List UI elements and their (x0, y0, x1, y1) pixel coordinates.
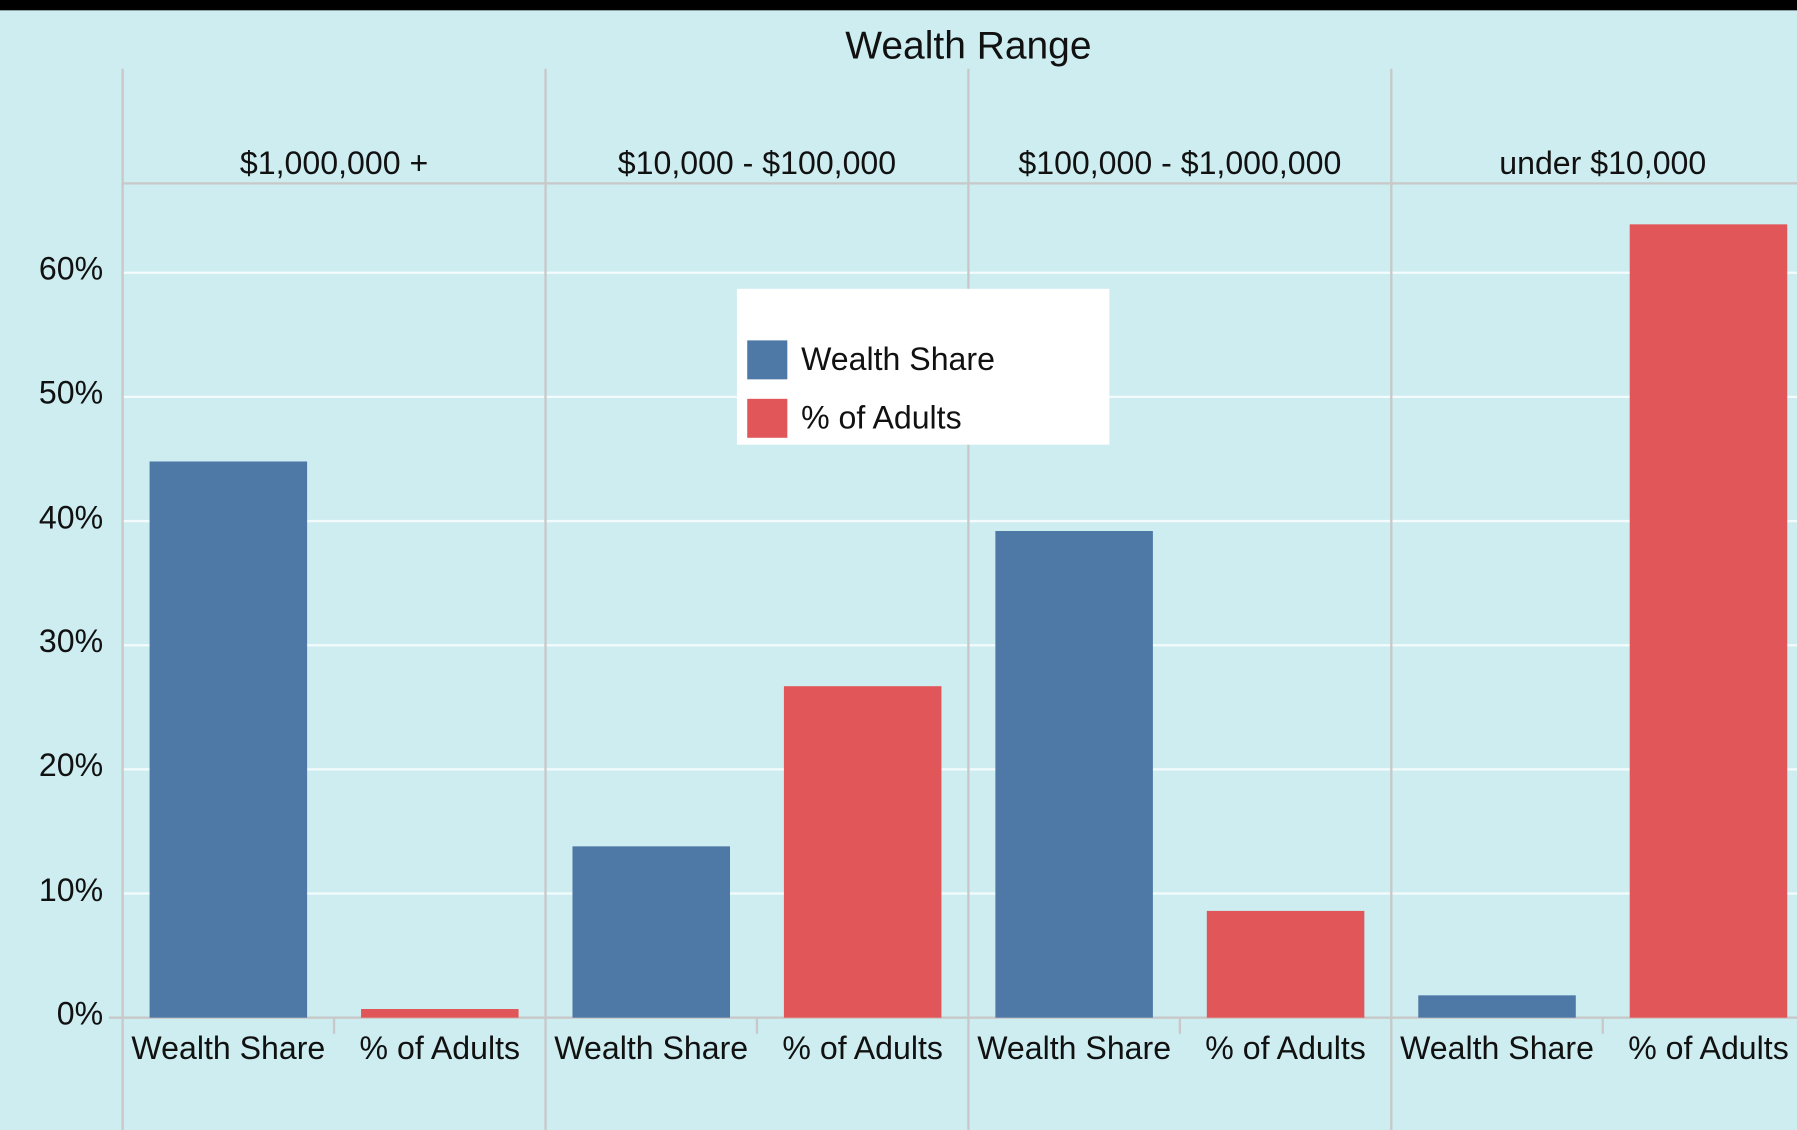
x-tick-label: Wealth Share (131, 1030, 326, 1066)
legend-label: Wealth Share (801, 341, 995, 378)
y-tick-label: 10% (38, 871, 104, 908)
y-tick-label: 60% (38, 250, 104, 287)
legend-box (736, 288, 1110, 445)
x-tick-label: % of Adults (359, 1030, 521, 1066)
bar (1206, 910, 1365, 1018)
legend-label: % of Adults (801, 399, 962, 436)
x-tick-label: % of Adults (1205, 1030, 1366, 1066)
top-bar (0, 0, 1797, 11)
y-tick-label: 30% (38, 623, 104, 659)
x-tick-label: Wealth Share (1400, 1030, 1594, 1066)
bar (572, 846, 731, 1018)
x-tick-label: % of Adults (782, 1030, 943, 1066)
x-tick-label: Wealth Share (554, 1030, 749, 1066)
x-tick-label: % of Adults (1628, 1030, 1789, 1066)
legend-swatch (747, 340, 788, 380)
facet-label: under $10,000 (1499, 145, 1707, 182)
facet-label: $100,000 - $1,000,000 (1018, 145, 1342, 182)
bar (995, 531, 1153, 1018)
bar (1629, 224, 1788, 1018)
chart-title: Wealth Range (845, 24, 1092, 68)
y-tick-label: 40% (38, 499, 104, 535)
y-tick-label: 0% (56, 995, 104, 1032)
bar (149, 461, 308, 1018)
facet-label: $1,000,000 + (239, 145, 429, 182)
x-tick-label: Wealth Share (977, 1030, 1172, 1066)
bar (783, 686, 942, 1018)
legend-swatch (747, 398, 788, 438)
facet-label: $10,000 - $100,000 (617, 145, 897, 182)
bar (361, 1009, 519, 1018)
bar (1418, 995, 1576, 1018)
y-tick-label: 50% (38, 375, 104, 411)
y-tick-label: 20% (38, 747, 104, 784)
